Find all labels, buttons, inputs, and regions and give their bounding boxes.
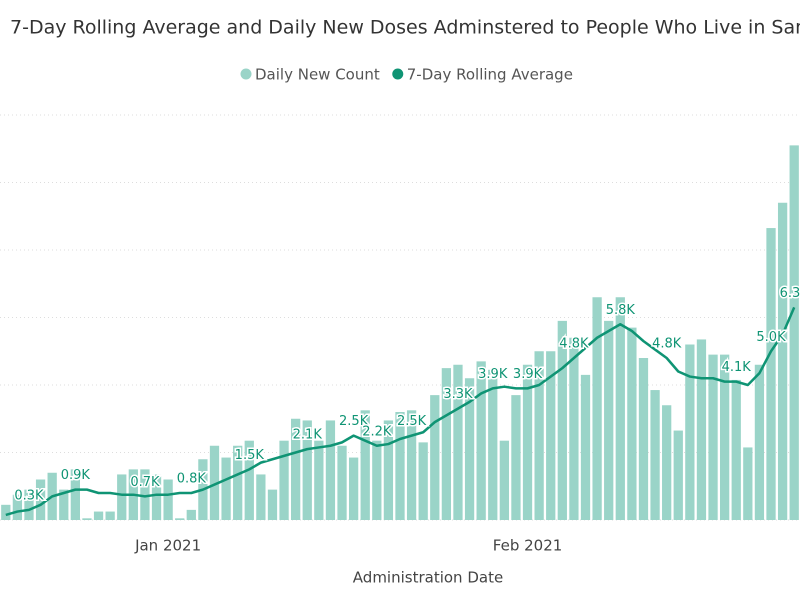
- bar: [291, 418, 301, 520]
- legend-marker: [392, 68, 404, 80]
- bar: [685, 344, 695, 520]
- bar: [476, 361, 486, 520]
- legend-label: 7-Day Rolling Average: [407, 66, 573, 84]
- bar: [163, 479, 173, 520]
- bar: [186, 509, 196, 520]
- bar: [12, 494, 23, 520]
- bar: [70, 469, 80, 520]
- data-label: 0.8K: [177, 472, 207, 487]
- bar: [696, 339, 707, 520]
- bar: [175, 518, 185, 520]
- data-label: 3.3K: [443, 387, 473, 402]
- bar: [314, 440, 324, 520]
- bar: [302, 420, 312, 520]
- x-axis-title: Administration Date: [353, 569, 503, 587]
- data-label: 0.7K: [130, 475, 160, 490]
- bar: [650, 390, 660, 520]
- bar: [511, 395, 521, 520]
- bar: [82, 518, 92, 520]
- bar: [557, 320, 567, 520]
- bar: [720, 354, 730, 520]
- data-label: 4.8K: [652, 337, 682, 352]
- data-label: 3.9K: [478, 367, 508, 382]
- legend: Daily New Count 7-Day Rolling Average: [240, 66, 573, 84]
- bar: [580, 374, 591, 520]
- bar: [93, 511, 104, 520]
- data-label: 2.2K: [362, 424, 392, 439]
- bar: [348, 457, 359, 520]
- bar: [766, 228, 776, 520]
- bar: [453, 364, 463, 520]
- bar: [1, 504, 11, 520]
- bar: [638, 358, 649, 520]
- bar: [754, 364, 765, 520]
- bar: [499, 440, 509, 520]
- data-label: 5.8K: [606, 303, 636, 318]
- bar: [615, 297, 625, 520]
- bar: [592, 297, 602, 520]
- data-label: 2.5K: [397, 414, 427, 429]
- bar: [279, 440, 289, 520]
- bar: [59, 489, 69, 520]
- bar: [117, 474, 127, 520]
- bar: [430, 395, 440, 520]
- bar: [244, 440, 254, 520]
- bar: [418, 442, 428, 520]
- data-label: 6.3K: [780, 286, 800, 301]
- bar: [325, 420, 336, 520]
- bar: [383, 420, 394, 520]
- data-label: 0.9K: [61, 468, 91, 483]
- bar: [256, 474, 266, 520]
- bar: [395, 412, 405, 520]
- data-label: 4.8K: [559, 337, 589, 352]
- data-label: 2.1K: [293, 428, 323, 443]
- bar: [35, 479, 46, 520]
- bar: [673, 430, 683, 520]
- bar: [140, 469, 150, 520]
- bar: [267, 489, 278, 520]
- bar: [151, 474, 162, 520]
- bar: [105, 511, 115, 520]
- bar: [708, 354, 718, 520]
- bar: [233, 445, 243, 520]
- legend-marker: [240, 68, 252, 80]
- line: [5, 306, 796, 517]
- x-tick-label: Jan 2021: [134, 537, 201, 555]
- chart-title: 7-Day Rolling Average and Daily New Dose…: [10, 17, 800, 39]
- x-tick-label: Feb 2021: [493, 537, 563, 555]
- bar: [569, 337, 579, 520]
- bar: [789, 145, 799, 520]
- bar: [522, 364, 533, 520]
- bar: [209, 445, 220, 520]
- bar: [360, 410, 370, 520]
- data-label: 0.3K: [14, 488, 44, 503]
- bar: [743, 447, 753, 520]
- bar: [441, 368, 452, 520]
- bar: [627, 327, 637, 520]
- bar: [777, 202, 788, 520]
- bar: [221, 457, 231, 520]
- bar: [546, 351, 556, 520]
- bar: [372, 440, 382, 520]
- bar: [24, 489, 34, 520]
- data-label: 5.0K: [756, 330, 786, 345]
- bar: [337, 445, 347, 520]
- bar: [604, 320, 614, 520]
- data-label: 2.5K: [339, 414, 369, 429]
- bar: [731, 379, 741, 520]
- bar: [464, 378, 475, 520]
- data-label: 4.1K: [722, 360, 752, 375]
- data-label: 1.5K: [235, 448, 265, 463]
- bar: [488, 369, 498, 520]
- bar: [662, 405, 672, 520]
- bar: [406, 410, 417, 520]
- legend-label: Daily New Count: [255, 66, 380, 84]
- bar: [534, 351, 544, 520]
- data-label: 3.9K: [513, 367, 543, 382]
